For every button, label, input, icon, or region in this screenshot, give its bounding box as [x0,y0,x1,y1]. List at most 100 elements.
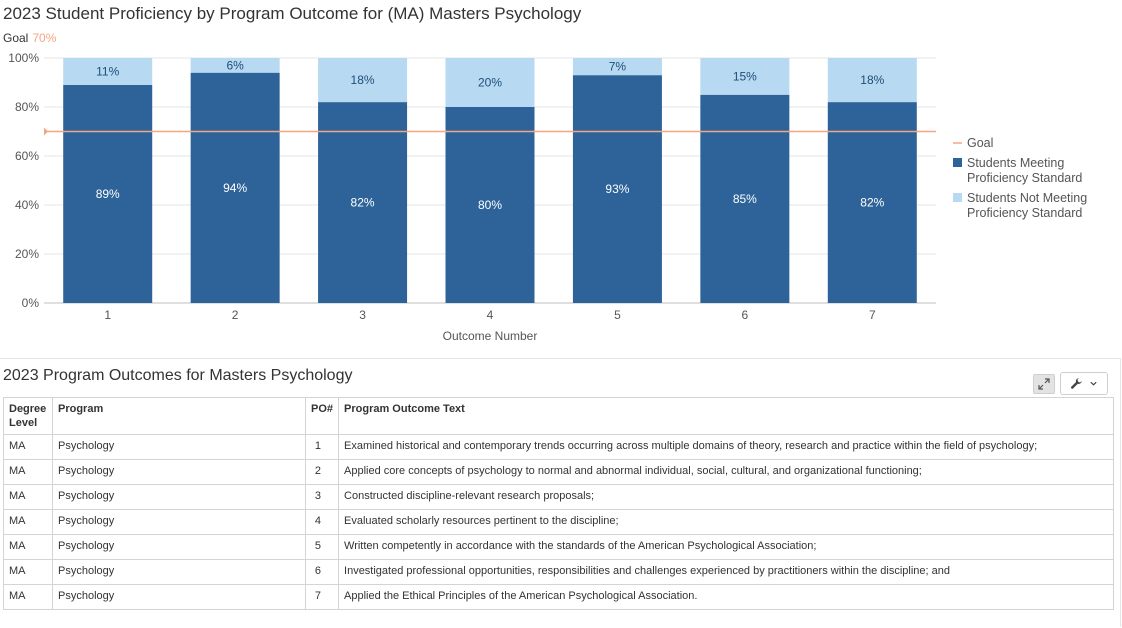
data-label-not-meeting: 18% [860,73,884,87]
x-tick-label: 2 [232,308,239,322]
y-tick-label: 80% [15,100,39,114]
bar-not-meeting [572,58,662,76]
legend-goal-label: Goal [967,136,993,150]
bar-meeting [572,75,662,304]
bar-not-meeting [190,58,280,73]
bar-not-meeting [318,58,408,103]
bar-meeting [445,107,535,303]
cell-degree-level: MA [3,534,53,560]
y-tick-label: 60% [15,149,39,163]
cell-outcome-text: Constructed discipline-relevant research… [338,484,1114,510]
legend-not-meeting-label-line1: Students Not Meeting [967,191,1087,205]
data-label-meeting: 80% [478,198,502,212]
x-tick-label: 3 [359,308,366,322]
cell-program: Psychology [52,559,306,585]
data-label-meeting: 85% [733,192,757,206]
table-row: MA Psychology 2 Applied core concepts of ps… [3,459,1114,485]
data-label-not-meeting: 18% [351,73,375,87]
legend-not-meeting-label-line2: Proficiency Standard [967,206,1082,220]
y-tick-label: 0% [22,296,40,310]
cell-po-number: 1 [304,434,340,460]
cell-program: Psychology [52,509,306,535]
cell-po-number: 3 [304,484,340,510]
data-label-not-meeting: 11% [96,64,119,78]
cell-po-number: 4 [304,509,340,535]
chevron-down-icon [1090,381,1097,386]
expand-icon [1038,378,1050,390]
data-label-meeting: 82% [860,196,884,210]
header-program[interactable]: Program [52,397,306,435]
y-tick-label: 20% [15,247,39,261]
data-label-not-meeting: 20% [478,76,502,90]
x-tick-label: 4 [487,308,494,322]
bar-meeting [700,94,790,303]
table-row: MA Psychology 6 Investigated professional o… [3,559,1114,585]
cell-outcome-text: Evaluated scholarly resources pertinent … [338,509,1114,535]
bar-meeting [63,84,153,303]
cell-po-number: 6 [304,559,340,585]
cell-program: Psychology [52,534,306,560]
header-po-number[interactable]: PO# [304,397,340,435]
cell-outcome-text: Written competently in accordance with t… [338,534,1114,560]
cell-degree-level: MA [3,584,53,610]
cell-program: Psychology [52,434,306,460]
chart-canvas: 0% 20% 40% 60% 80% 100% 89% 11% 1 94% 6% 2 82% 18% 3 80… [8,51,1087,343]
x-tick-label: 5 [614,308,621,322]
header-degree-level[interactable]: Degree Level [3,397,53,435]
bar-not-meeting [63,58,153,85]
data-label-not-meeting: 6% [226,58,244,72]
data-label-meeting: 82% [351,196,375,210]
x-tick-label: 6 [742,308,749,322]
cell-program: Psychology [52,584,306,610]
x-tick-label: 1 [104,308,111,322]
legend-meeting-label-line2: Proficiency Standard [967,171,1082,185]
goal-caption-label: Goal [3,31,29,45]
bar-meeting [190,72,280,303]
cell-po-number: 7 [304,584,340,610]
legend-meeting-swatch [953,158,962,167]
cell-program: Psychology [52,484,306,510]
expand-button[interactable] [1033,374,1055,394]
outcomes-table: Degree Level Program PO# Program Outcome… [3,397,1114,610]
cell-program: Psychology [52,459,306,485]
table-row: MA Psychology 5 Written competently in acco… [3,534,1114,560]
cell-outcome-text: Applied the Ethical Principles of the Am… [338,584,1114,610]
goal-caption-value: 70% [32,31,57,45]
x-tick-label: 7 [869,308,876,322]
cell-po-number: 5 [304,534,340,560]
table-row: MA Psychology 4 Evaluated scholarly resourc… [3,509,1114,535]
data-label-not-meeting: 7% [609,60,627,74]
table-row: MA Psychology 7 Applied the Ethical Princip… [3,584,1114,610]
data-label-meeting: 93% [605,182,629,196]
cell-outcome-text: Examined historical and contemporary tre… [338,434,1114,460]
cell-degree-level: MA [3,484,53,510]
legend-not-meeting-swatch [953,193,962,202]
table-header-row: Degree Level Program PO# Program Outcome… [3,397,1114,435]
goal-caption: Goal 70% [3,31,56,45]
cell-outcome-text: Applied core concepts of psychology to n… [338,459,1114,485]
cell-degree-level: MA [3,559,53,585]
cell-degree-level: MA [3,459,53,485]
y-tick-label: 40% [15,198,39,212]
bar-meeting [318,102,408,303]
y-tick-label: 100% [8,51,39,65]
settings-menu-button[interactable] [1060,372,1108,395]
data-label-not-meeting: 15% [733,69,757,83]
table-row: MA Psychology 1 Examined historical and con… [3,434,1114,460]
cell-degree-level: MA [3,509,53,535]
cell-outcome-text: Investigated professional opportunities,… [338,559,1114,585]
table-title: 2023 Program Outcomes for Masters Psycho… [3,367,353,384]
header-outcome-text[interactable]: Program Outcome Text [338,397,1114,435]
legend-meeting-label-line1: Students Meeting [967,156,1064,170]
bar-not-meeting [445,58,535,107]
data-label-meeting: 89% [96,187,120,201]
chart-title: 2023 Student Proficiency by Program Outc… [3,4,582,23]
bar-not-meeting [827,58,917,103]
cell-po-number: 2 [304,459,340,485]
cell-degree-level: MA [3,434,53,460]
program-outcomes-panel: 2023 Program Outcomes for Masters Psycho… [0,358,1121,627]
x-axis-title: Outcome Number [443,329,538,343]
goal-marker [44,127,48,136]
bar-meeting [827,102,917,303]
table-row: MA Psychology 3 Constructed discipline-rele… [3,484,1114,510]
